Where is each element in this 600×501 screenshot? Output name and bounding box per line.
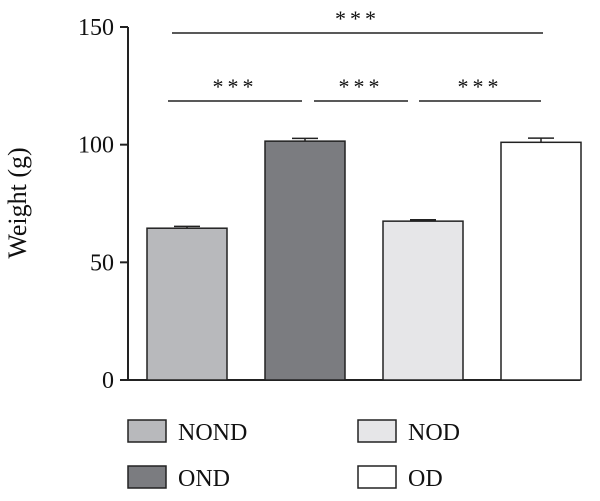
y-tick-label: 150 — [78, 15, 114, 41]
bar-nond — [146, 227, 228, 381]
legend-label: NOD — [408, 420, 460, 446]
significance-brackets: *** *** *** *** — [168, 6, 543, 102]
error-bars — [174, 137, 554, 229]
legend-label: NOND — [178, 420, 247, 446]
legend-item-od: OD — [357, 465, 443, 492]
bar-ond — [264, 140, 346, 381]
legend-swatch — [357, 419, 397, 443]
legend-item-nod: NOD — [357, 419, 460, 446]
significance-label: *** — [339, 74, 384, 99]
error-bar-nod — [410, 218, 436, 222]
legend-item-nond: NOND — [127, 419, 247, 446]
bars — [146, 140, 582, 381]
y-axis-title: Weight (g) — [3, 147, 32, 258]
legend-swatch — [127, 465, 167, 489]
legend-swatch — [127, 419, 167, 443]
legend-label: OND — [178, 466, 230, 492]
y-tick-label: 100 — [78, 133, 114, 159]
legend-item-ond: OND — [127, 465, 230, 492]
y-tick-label: 50 — [90, 250, 114, 276]
error-bar-ond — [292, 137, 318, 142]
significance-label: *** — [213, 74, 258, 99]
error-bar-nond — [174, 225, 200, 229]
legend-label: OD — [408, 466, 443, 492]
legend-swatch — [357, 465, 397, 489]
significance-label: *** — [335, 6, 380, 31]
legend: NOND NOD OND OD — [127, 419, 460, 492]
bar-od — [500, 141, 582, 381]
significance-label: *** — [458, 74, 503, 99]
bar-nod — [382, 220, 464, 381]
y-tick-label: 0 — [102, 368, 114, 394]
error-bar-od — [528, 137, 554, 143]
